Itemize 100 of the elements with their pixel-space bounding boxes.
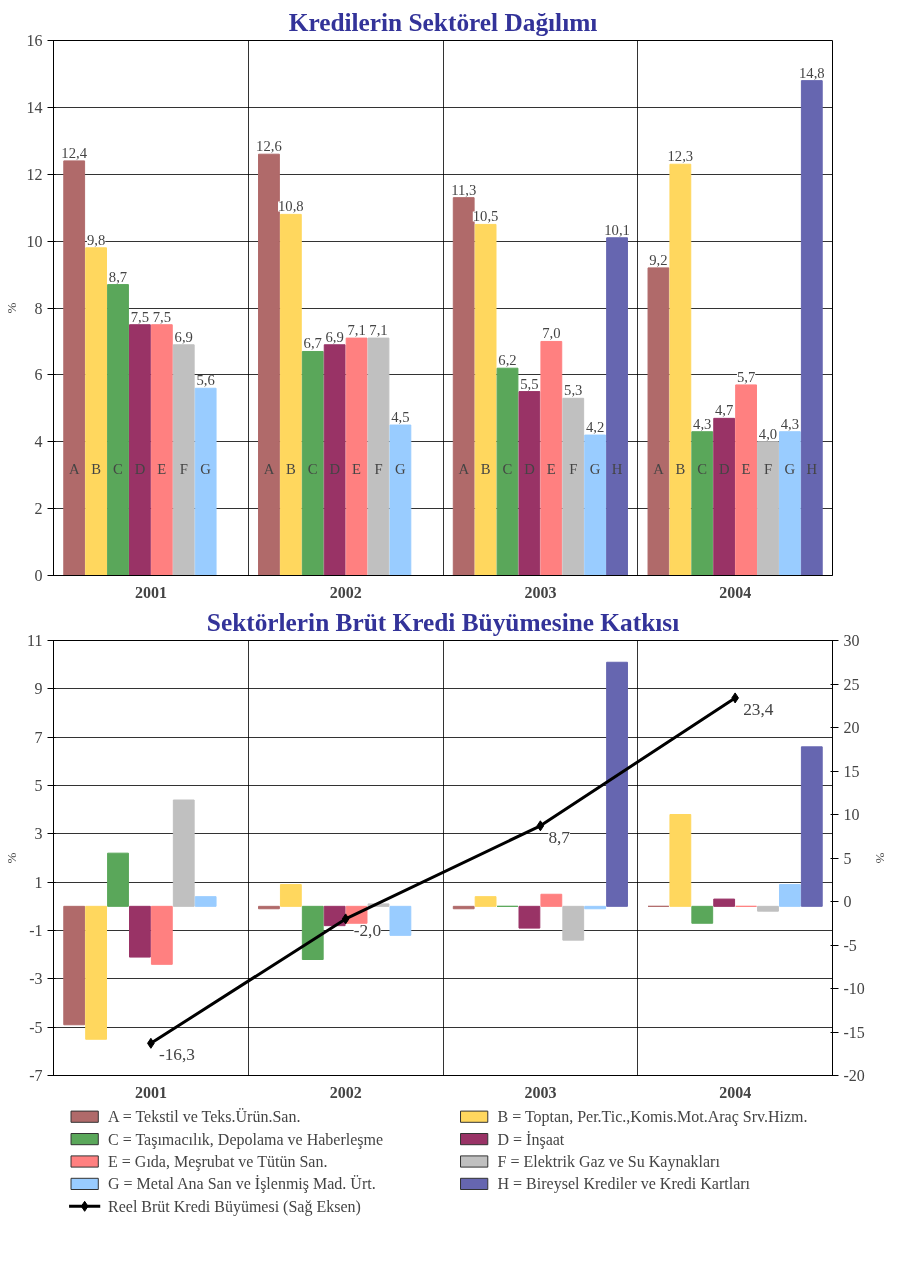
bar bbox=[778, 431, 801, 576]
data-label: 12,4 bbox=[61, 144, 88, 161]
data-label: 4,2 bbox=[585, 419, 605, 436]
series-label: H bbox=[611, 460, 623, 477]
data-label: 10,5 bbox=[472, 208, 499, 225]
y2-tick-label: 0 bbox=[843, 893, 852, 910]
legend-label: G = Metal Ana San ve İşlenmiş Mad. Ürt. bbox=[108, 1175, 376, 1194]
y-tick-label: -3 bbox=[29, 970, 43, 988]
legend-label: B = Toptan, Per.Tic.,Komis.Mot.Araç Srv.Hizm. bbox=[497, 1108, 808, 1127]
y2-tick-label: -20 bbox=[843, 1067, 865, 1084]
data-label: 6,9 bbox=[325, 328, 344, 345]
text: C bbox=[502, 460, 513, 477]
y-tick-label: 4 bbox=[34, 433, 43, 451]
bar bbox=[800, 80, 823, 576]
y2-axis-title: % bbox=[872, 852, 888, 864]
bar bbox=[345, 337, 368, 576]
x-tick-label: 2002 bbox=[329, 583, 362, 601]
x-tick-label: 2004 bbox=[719, 1083, 752, 1101]
bar bbox=[713, 898, 736, 907]
data-label: 5,3 bbox=[564, 382, 583, 399]
data-label: 23,4 bbox=[743, 699, 774, 719]
series-label: C bbox=[113, 460, 123, 477]
text: F bbox=[374, 460, 383, 477]
bar bbox=[194, 387, 217, 576]
bar bbox=[150, 905, 173, 965]
data-label: 7,1 bbox=[369, 322, 388, 339]
bar bbox=[800, 746, 823, 907]
text: D bbox=[134, 460, 146, 477]
series-label: E bbox=[157, 460, 167, 477]
bar bbox=[778, 884, 801, 907]
bar bbox=[691, 431, 714, 576]
x-tick-label: 2003 bbox=[524, 1083, 557, 1101]
data-label: 6,9 bbox=[174, 328, 193, 345]
text: G bbox=[784, 460, 796, 477]
chart-title: Kredilerin Sektörel Dağılımı bbox=[288, 7, 598, 36]
bar bbox=[713, 417, 736, 576]
bar bbox=[518, 391, 541, 576]
legend-label: F = Elektrik Gaz ve Su Kaynakları bbox=[497, 1153, 721, 1171]
point bbox=[341, 913, 350, 925]
bar bbox=[279, 213, 302, 576]
legend-label: Reel Brüt Kredi Büyümesi (Sağ Eksen) bbox=[108, 1197, 361, 1216]
y2-tick-label: 30 bbox=[843, 632, 860, 649]
y2-tick-label: -10 bbox=[843, 980, 865, 997]
y-tick-label: 11 bbox=[27, 632, 43, 649]
data-label: 7,5 bbox=[152, 308, 171, 325]
bar bbox=[194, 896, 217, 907]
y-tick-label: 6 bbox=[34, 366, 43, 384]
y-tick-label: 12 bbox=[26, 165, 43, 183]
data-label: 7,5 bbox=[130, 308, 150, 325]
y-tick-label: 14 bbox=[26, 98, 43, 116]
bar bbox=[172, 344, 195, 576]
y-tick-label: 9 bbox=[34, 680, 43, 698]
bar bbox=[647, 267, 670, 576]
data-label: 5,6 bbox=[196, 372, 215, 389]
point bbox=[536, 820, 545, 832]
text: F bbox=[763, 460, 773, 477]
text: C bbox=[307, 460, 318, 477]
text: E bbox=[546, 460, 556, 477]
bar bbox=[606, 237, 628, 576]
text: G bbox=[395, 460, 406, 477]
bar bbox=[452, 197, 475, 576]
legend-label: H = Bireysel Krediler ve Kredi Kartları bbox=[497, 1175, 751, 1194]
bar bbox=[669, 163, 692, 576]
bar bbox=[562, 397, 585, 576]
x-tick-label: 2003 bbox=[524, 583, 557, 601]
y-axis-title: % bbox=[3, 302, 19, 314]
bar bbox=[323, 344, 346, 576]
x-tick-label: 2002 bbox=[329, 1083, 362, 1101]
y2-tick-label: 15 bbox=[843, 762, 860, 780]
y-tick-label: 16 bbox=[26, 32, 43, 49]
data-label: 10,1 bbox=[604, 221, 630, 238]
data-label: 14,8 bbox=[798, 64, 825, 81]
text: B bbox=[480, 460, 491, 477]
data-label: 12,3 bbox=[667, 148, 694, 165]
bar bbox=[367, 337, 390, 576]
text: E bbox=[741, 460, 751, 477]
y2-tick-label: 5 bbox=[843, 849, 852, 867]
bar bbox=[757, 441, 779, 576]
data-label: 5,5 bbox=[520, 375, 539, 392]
legend-label: D = İnşaat bbox=[497, 1130, 565, 1149]
text: D bbox=[718, 460, 730, 477]
data-label: 6,7 bbox=[303, 335, 322, 352]
bar bbox=[389, 424, 412, 576]
data-label: 12,6 bbox=[256, 138, 282, 155]
y-tick-label: 2 bbox=[34, 500, 43, 518]
x-tick-label: 2004 bbox=[719, 583, 752, 601]
text: B bbox=[91, 460, 101, 477]
bar bbox=[584, 434, 607, 576]
y2-tick-label: 10 bbox=[843, 806, 860, 823]
x-tick-label: 2001 bbox=[134, 583, 167, 601]
data-label: 4,3 bbox=[693, 415, 712, 432]
bar bbox=[540, 893, 563, 907]
text: H bbox=[806, 460, 818, 477]
legend-label: A = Tekstil ve Teks.Ürün.San. bbox=[108, 1108, 301, 1126]
y-tick-label: 8 bbox=[34, 299, 43, 317]
legend-label: E = Gıda, Meşrubat ve Tütün San. bbox=[108, 1153, 328, 1171]
x-tick-label: 2001 bbox=[134, 1083, 167, 1101]
text: B bbox=[675, 460, 686, 477]
chart-title: Sektörlerin Brüt Kredi Büyümesine Katkısı bbox=[206, 607, 680, 636]
bar bbox=[107, 852, 129, 907]
